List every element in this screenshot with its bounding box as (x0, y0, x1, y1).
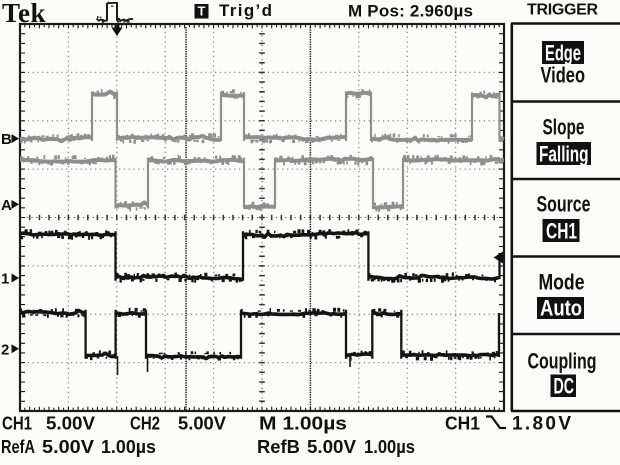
svg-text:Falling: Falling (539, 142, 589, 167)
svg-text:CH1: CH1 (546, 219, 577, 244)
svg-text:1.00µs: 1.00µs (364, 437, 415, 457)
svg-text:1.00µs: 1.00µs (101, 437, 156, 457)
svg-text:M Pos: 2.960µs: M Pos: 2.960µs (348, 2, 473, 21)
svg-text:5.00V: 5.00V (42, 437, 94, 457)
svg-text:M 1.00µs: M 1.00µs (259, 414, 347, 434)
svg-text:RefB: RefB (257, 437, 300, 457)
svg-text:Tek: Tek (2, 0, 46, 28)
svg-text:Trig’d: Trig’d (219, 1, 272, 20)
svg-text:B: B (1, 131, 12, 148)
svg-text:Slope: Slope (543, 115, 585, 140)
svg-text:Auto: Auto (540, 296, 582, 321)
svg-text:5.00V: 5.00V (178, 414, 226, 434)
svg-text:TRIGGER: TRIGGER (527, 2, 598, 19)
svg-text:Source: Source (537, 192, 591, 217)
svg-text:Mode: Mode (539, 270, 585, 295)
svg-text:1.80V: 1.80V (512, 414, 571, 435)
svg-text:Edge: Edge (545, 41, 581, 66)
svg-text:CH1: CH1 (2, 414, 32, 434)
svg-text:2: 2 (1, 341, 9, 358)
svg-text:CH2: CH2 (130, 414, 160, 434)
svg-text:Coupling: Coupling (528, 349, 597, 374)
svg-text:5.00V: 5.00V (46, 414, 95, 434)
svg-text:CH1: CH1 (445, 414, 480, 434)
svg-text:A: A (1, 197, 12, 214)
svg-text:Video: Video (541, 63, 586, 88)
svg-text:5.00V: 5.00V (307, 437, 356, 457)
svg-text:T: T (198, 4, 206, 19)
svg-text:DC: DC (554, 374, 575, 399)
svg-text:1: 1 (1, 271, 9, 288)
svg-text:RefA: RefA (1, 437, 35, 457)
